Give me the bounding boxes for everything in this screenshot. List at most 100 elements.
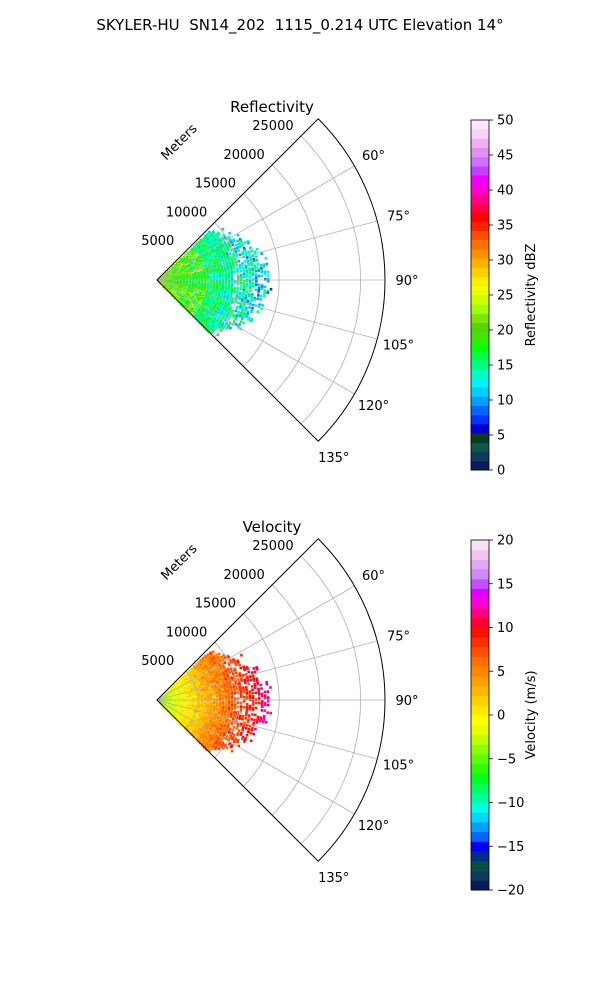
radar-cell [234, 662, 237, 665]
radar-cell [252, 259, 256, 263]
radar-cell [206, 305, 210, 308]
radar-cell [255, 721, 259, 724]
radar-cell [239, 689, 242, 693]
radar-cell [210, 331, 213, 334]
radar-cell [255, 247, 259, 251]
radar-cell [243, 303, 246, 306]
radar-cell [222, 733, 226, 737]
radar-cell [239, 687, 242, 690]
radar-cell [239, 274, 243, 277]
radar-cell [266, 291, 269, 295]
radar-cell [232, 252, 235, 256]
radar-cell [265, 262, 269, 266]
radar-cell [206, 696, 210, 700]
radar-cell [256, 717, 260, 721]
radar-cell [213, 327, 217, 331]
radar-cell [257, 285, 261, 288]
radar-cell [239, 238, 242, 241]
radar-cell [237, 681, 241, 684]
radar-cell [246, 312, 249, 316]
radar-cell [249, 678, 253, 682]
radar-cell [260, 252, 263, 255]
colorbar-segment [471, 350, 489, 360]
colorbar-segment [471, 313, 489, 324]
radar-cell [248, 272, 252, 275]
radar-cell [219, 745, 222, 748]
radar-cell [259, 718, 262, 721]
radar-cell [250, 249, 253, 253]
radar-cell [251, 674, 255, 678]
radar-cell [238, 295, 242, 299]
radar-cell [261, 700, 264, 703]
radar-cell [260, 265, 263, 269]
radar-cell [267, 698, 270, 701]
radar-cell [207, 255, 210, 259]
radar-cell [221, 706, 225, 710]
radar-cell [244, 295, 248, 299]
radar-cell [248, 289, 252, 293]
radar-cell [254, 269, 258, 273]
radar-cell [215, 273, 219, 277]
radar-cell [260, 283, 264, 287]
radar-cell [260, 694, 264, 698]
radar-cell [244, 681, 247, 685]
radar-cell [263, 289, 267, 292]
radar-cell [230, 283, 234, 287]
radar-cell [216, 296, 220, 299]
colorbar-segment [471, 724, 489, 735]
colorbar-segment [471, 617, 489, 628]
colorbar-segment [471, 666, 489, 677]
radar-cell [221, 238, 225, 241]
radar-cell [206, 261, 210, 264]
radar-cell [257, 274, 261, 278]
colorbar-tick-label: 20 [497, 534, 514, 549]
radar-cell [243, 280, 246, 283]
radar-cell [261, 701, 264, 705]
radar-cell [243, 680, 247, 683]
radar-cell [223, 241, 227, 245]
radar-cell [235, 305, 239, 309]
radar-cell [242, 272, 246, 276]
colorbar-segment [471, 267, 489, 277]
radar-cell [246, 259, 250, 262]
radar-cell [217, 652, 221, 656]
colorbar-segment [471, 715, 489, 726]
radar-cell [228, 742, 231, 746]
colorbar-segment [471, 304, 489, 314]
colorbar-tick-label: 10 [497, 621, 514, 636]
radar-cell [245, 314, 249, 317]
radar-cell [244, 250, 247, 253]
radar-cell [233, 675, 236, 678]
radar-cell [232, 239, 236, 243]
grid-spoke [156, 165, 355, 281]
radar-cell [257, 687, 260, 691]
radar-cell [234, 316, 238, 319]
radar-cell [247, 241, 250, 245]
reflectivity-panel: Reflectivity500010000150002000025000Mete… [141, 98, 539, 479]
radar-cell [259, 716, 263, 719]
radar-cell [214, 255, 217, 259]
radar-cell [251, 266, 254, 270]
radar-cell [256, 719, 259, 722]
radar-cell [234, 700, 237, 703]
colorbar-tick-label: 30 [497, 254, 514, 269]
radar-cell [239, 666, 243, 670]
radar-cell [196, 290, 200, 294]
radar-cell [195, 700, 198, 703]
colorbar-segment [471, 285, 489, 296]
radar-cell [225, 728, 228, 732]
radar-cell [235, 684, 239, 688]
angle-tick-label: 105° [383, 339, 414, 354]
radar-cell [250, 319, 253, 323]
radar-cell [241, 294, 245, 298]
radar-cell [218, 670, 221, 673]
radar-cell [212, 329, 215, 333]
radar-cell [255, 259, 259, 262]
radar-cell [245, 734, 249, 737]
colorbar-tick-label: 45 [497, 149, 514, 164]
colorbar-segment [471, 812, 489, 823]
radial-tick-label: 15000 [195, 597, 236, 612]
radar-cell [228, 658, 232, 662]
radar-cell [243, 723, 246, 726]
radar-cell [257, 267, 260, 271]
